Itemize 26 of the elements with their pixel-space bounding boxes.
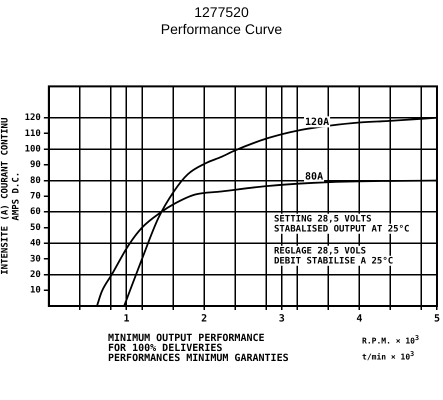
y-tick-label: 70: [30, 192, 41, 202]
series-label: 80A: [305, 171, 324, 182]
chart-title: 1277520: [193, 4, 250, 21]
y-tick-label: 10: [30, 286, 41, 296]
y-tick-label: 110: [24, 128, 41, 139]
annotation: REGLAGE 28,5 VOLS DEBIT STABILISE A 25°C: [274, 246, 394, 267]
chart-subtitle: Performance Curve: [160, 21, 284, 38]
x-tick-label: 3: [278, 314, 285, 325]
y-axis-title: INTENSITE (A) COURANT CONTINU AMPS D.C.: [0, 118, 22, 275]
x-tick-label: 5: [434, 314, 440, 325]
y-tick-label: 20: [30, 270, 41, 280]
y-tick-label: 60: [30, 207, 41, 218]
x-tick-label: 4: [356, 314, 362, 325]
y-tick-label: 30: [30, 254, 41, 264]
y-tick-label: 100: [24, 144, 41, 154]
y-tick-label: 80: [30, 176, 41, 186]
y-tick-label: 120: [24, 113, 41, 124]
y-tick-label: 90: [30, 160, 41, 170]
x-tick-label: 2: [201, 314, 208, 325]
series-label: 120A: [305, 116, 330, 128]
annotation: SETTING 28,5 VOLTS STABALISED OUTPUT AT 25°C: [274, 214, 410, 235]
x-tick-label: 1: [123, 314, 130, 325]
y-tick-label: 50: [30, 222, 41, 233]
text: MINIMUM OUTPUT PERFORMANCE FOR 100% DELIVERIES PERFORMANCES MINIMUM GARANTIES: [108, 333, 289, 364]
text: R.P.M. × 10$^{3}$ t/min × 10$^{3}$: [362, 334, 419, 362]
y-tick-label: 40: [30, 238, 41, 249]
